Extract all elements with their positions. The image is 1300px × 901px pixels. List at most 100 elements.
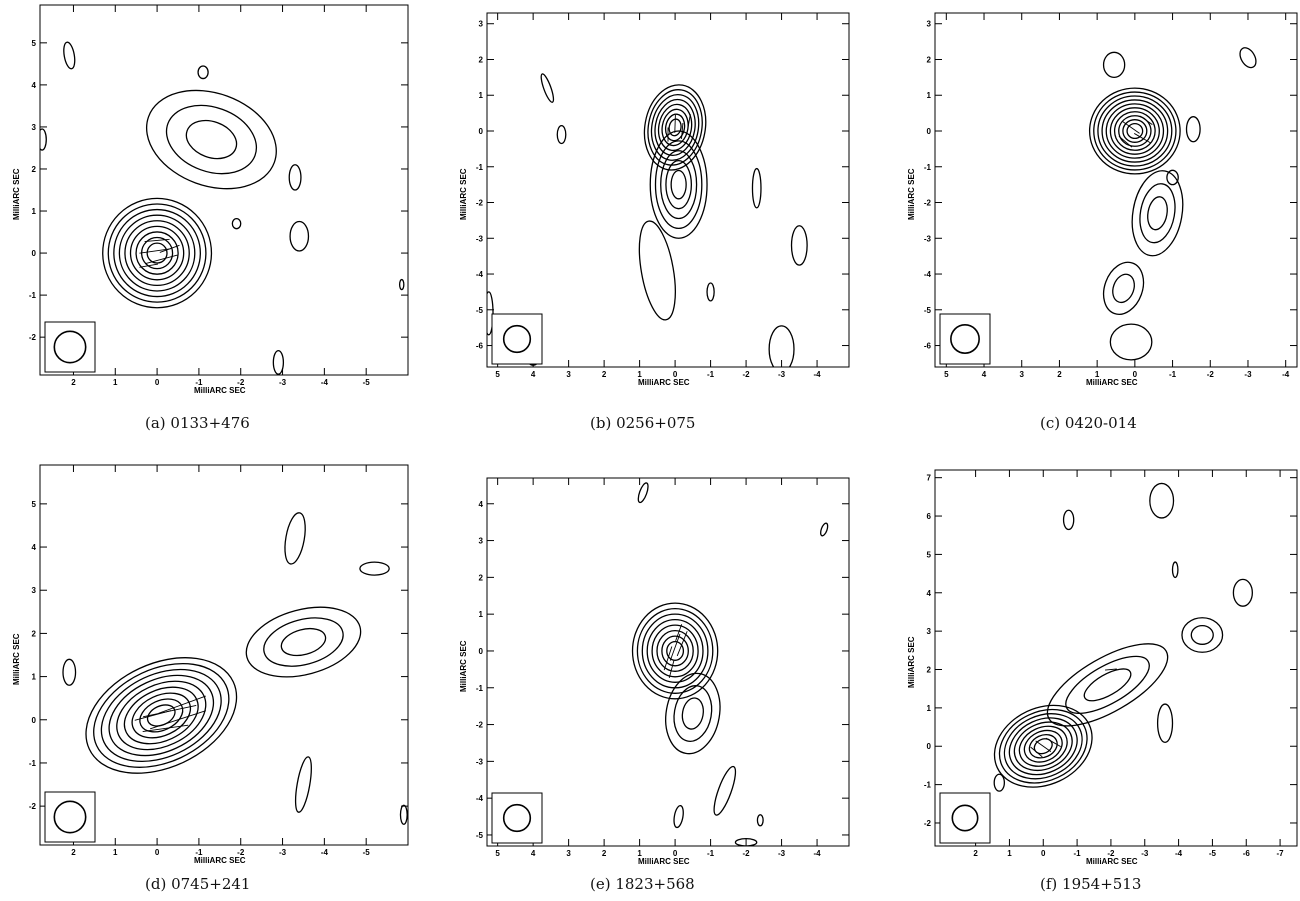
beam-box <box>939 313 991 365</box>
y-tick-label: 4 <box>32 543 37 552</box>
contour-layer <box>1088 47 1257 361</box>
x-tick-label: -3 <box>1244 370 1252 379</box>
y-tick-label: 2 <box>32 165 37 174</box>
contour-island <box>359 561 390 576</box>
contour-level <box>145 89 277 190</box>
x-tick-label: 1 <box>1007 849 1012 858</box>
x-tick-label: -2 <box>237 378 245 387</box>
x-tick-label: -2 <box>743 849 751 858</box>
y-tick-label: 5 <box>32 500 37 509</box>
contour-island <box>673 805 684 829</box>
contour-level <box>668 118 682 137</box>
contour-island <box>993 773 1006 792</box>
contour-level <box>657 103 693 152</box>
panel-caption: (e) 1823+568 <box>590 875 695 893</box>
x-tick-label: -1 <box>707 370 715 379</box>
panel-caption: (f) 1954+513 <box>1040 875 1142 893</box>
y-tick-label: -5 <box>476 306 484 315</box>
y-tick-label: 7 <box>927 474 932 483</box>
contour-level <box>185 119 238 160</box>
beam-box <box>44 791 96 843</box>
beam-box <box>939 792 991 844</box>
y-tick-label: 3 <box>32 586 37 595</box>
x-tick-label: 1 <box>113 378 118 387</box>
x-axis-label: MilliARC SEC <box>194 856 246 865</box>
polarization-vector <box>159 244 180 253</box>
contour-island <box>756 814 764 827</box>
contour-level <box>1013 721 1073 772</box>
plot-frame <box>934 12 1298 368</box>
x-tick-label: -2 <box>237 848 245 857</box>
y-tick-label: 1 <box>479 610 484 619</box>
beam-box <box>44 321 96 373</box>
contour-level <box>1003 713 1083 780</box>
beam-ellipse <box>502 803 532 833</box>
contour-level <box>654 140 703 230</box>
contour-level <box>647 89 703 166</box>
contour-level <box>666 640 685 661</box>
y-tick-label: -4 <box>476 270 484 279</box>
y-tick-label: -4 <box>476 794 484 803</box>
contour-level <box>665 159 693 210</box>
contour-island <box>790 225 808 266</box>
contour-island <box>713 765 737 816</box>
y-tick-label: 1 <box>32 673 37 682</box>
y-tick-label: 6 <box>927 512 932 521</box>
x-tick-label: 0 <box>673 849 678 858</box>
x-tick-label: 5 <box>495 849 500 858</box>
x-tick-label: -4 <box>321 378 329 387</box>
x-tick-label: -1 <box>195 848 203 857</box>
contour-level <box>1083 668 1132 702</box>
y-tick-label: 0 <box>927 127 932 136</box>
contour-island <box>63 41 76 70</box>
polarization-vector <box>139 248 171 254</box>
contour-island <box>751 167 762 209</box>
x-tick-label: -3 <box>778 370 786 379</box>
x-tick-label: -4 <box>813 849 821 858</box>
contour-level <box>108 674 215 757</box>
panel-caption: (a) 0133+476 <box>145 414 250 432</box>
y-tick-label: -2 <box>924 199 932 208</box>
x-tick-label: 0 <box>1133 370 1138 379</box>
polarization-vector <box>675 624 683 642</box>
x-tick-label: 2 <box>71 848 76 857</box>
contour-layer <box>993 482 1253 792</box>
x-tick-label: 4 <box>531 370 536 379</box>
contour-level <box>651 624 699 678</box>
contour-level <box>681 697 704 730</box>
x-tick-label: 0 <box>155 848 160 857</box>
polarization-vector <box>142 724 189 733</box>
y-tick-label: -1 <box>924 781 932 790</box>
x-tick-label: -1 <box>1169 370 1177 379</box>
contour-level <box>146 242 168 264</box>
contour-level <box>993 704 1093 788</box>
y-tick-label: 2 <box>479 573 484 582</box>
y-tick-label: -3 <box>924 234 932 243</box>
contour-level <box>1181 617 1224 653</box>
x-tick-label: 5 <box>495 370 500 379</box>
x-tick-label: 3 <box>566 370 571 379</box>
plot-frame <box>39 4 409 376</box>
x-tick-label: 0 <box>1041 849 1046 858</box>
contour-layer <box>487 73 808 367</box>
y-tick-label: 2 <box>479 55 484 64</box>
x-tick-label: -3 <box>778 849 786 858</box>
polarization-vector <box>1104 668 1117 671</box>
polarization-vector <box>687 114 691 127</box>
polarization-vector <box>144 254 178 265</box>
x-tick-label: -4 <box>1282 370 1290 379</box>
x-tick-label: -3 <box>1141 849 1149 858</box>
y-tick-label: 1 <box>32 207 37 216</box>
y-tick-label: 2 <box>927 55 932 64</box>
contour-island <box>284 512 306 565</box>
panel-caption: (d) 0745+241 <box>145 875 251 893</box>
panel-caption: (c) 0420-014 <box>1040 414 1137 432</box>
plot-frame <box>934 469 1298 847</box>
contour-level <box>1139 183 1176 244</box>
x-tick-label: -5 <box>363 848 371 857</box>
contour-layer <box>631 482 829 846</box>
polarization-vector <box>1122 121 1140 134</box>
